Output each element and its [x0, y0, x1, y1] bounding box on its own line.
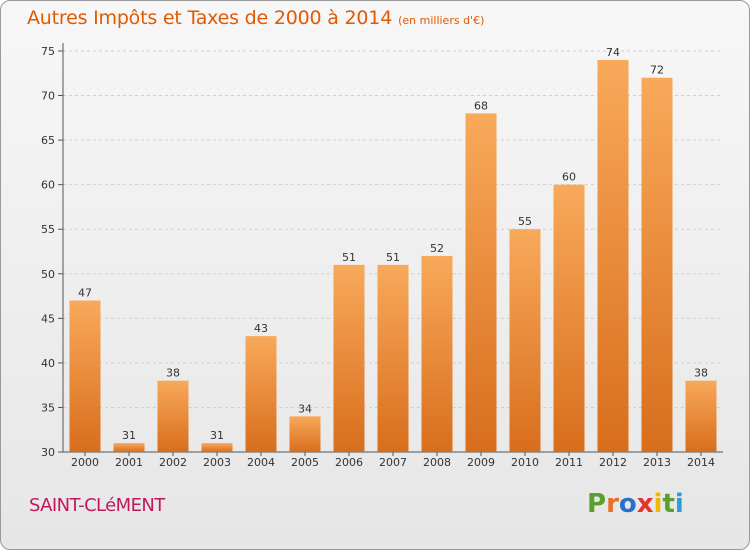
data-label: 31	[122, 429, 136, 442]
y-tick-label: 60	[41, 179, 55, 192]
y-tick-label: 70	[41, 90, 55, 103]
bar	[157, 380, 189, 452]
y-tick-label: 50	[41, 268, 55, 281]
bar	[333, 264, 365, 452]
x-tick-label: 2008	[423, 456, 451, 469]
data-label: 51	[386, 251, 400, 264]
data-label: 34	[298, 402, 312, 415]
data-label: 43	[254, 322, 268, 335]
x-tick-label: 2010	[511, 456, 539, 469]
y-tick-label: 55	[41, 223, 55, 236]
logo-letter: P	[587, 489, 607, 519]
y-tick-label: 35	[41, 401, 55, 414]
bar	[289, 416, 321, 452]
labels: 30 35 40 45 50 55 60 65 70 75 2000 47 2001 31 2002 38 20…	[41, 45, 715, 469]
logo-letter: o	[618, 489, 637, 519]
y-tick-label: 30	[41, 446, 55, 459]
x-tick-label: 2013	[643, 456, 671, 469]
chart-subtitle: (en milliers d'€)	[398, 14, 485, 27]
bar	[201, 443, 233, 452]
bar	[421, 255, 453, 452]
bars	[69, 59, 717, 453]
x-tick-label: 2007	[379, 456, 407, 469]
data-label: 52	[430, 242, 444, 255]
bar	[597, 59, 629, 453]
logo-letter: i	[653, 489, 663, 519]
bar	[245, 336, 277, 452]
y-tick-label: 45	[41, 312, 55, 325]
x-tick-label: 2009	[467, 456, 495, 469]
commune-name: SAINT-CLéMENT	[29, 495, 165, 516]
x-tick-label: 2004	[247, 456, 275, 469]
x-tick-label: 2006	[335, 456, 363, 469]
y-tick-label: 40	[41, 357, 55, 370]
bar	[685, 380, 717, 452]
data-label: 55	[518, 215, 532, 228]
logo-letter: x	[636, 489, 654, 519]
bar	[465, 113, 497, 452]
y-tick-label: 65	[41, 134, 55, 147]
logo-letter: i	[674, 489, 684, 519]
x-tick-label: 2012	[599, 456, 627, 469]
x-tick-label: 2005	[291, 456, 319, 469]
y-tick-label: 75	[41, 45, 55, 58]
bar	[509, 229, 541, 452]
data-label: 72	[650, 64, 664, 77]
x-tick-label: 2014	[687, 456, 715, 469]
data-label: 74	[606, 46, 620, 59]
data-label: 51	[342, 251, 356, 264]
bar	[113, 443, 145, 452]
data-label: 31	[210, 429, 224, 442]
proxiti-logo: Proxiti	[587, 489, 684, 519]
chart-title-text: Autres Impôts et Taxes de 2000 à 2014	[27, 7, 393, 29]
logo-letter: t	[662, 489, 675, 519]
data-label: 38	[694, 367, 708, 380]
bar	[69, 300, 101, 452]
x-tick-label: 2011	[555, 456, 583, 469]
x-tick-label: 2003	[203, 456, 231, 469]
bar	[641, 77, 673, 452]
data-label: 68	[474, 99, 488, 112]
data-label: 47	[78, 287, 92, 300]
bar	[553, 184, 585, 452]
x-tick-label: 2001	[115, 456, 143, 469]
chart-title: Autres Impôts et Taxes de 2000 à 2014 (en…	[27, 7, 484, 29]
x-tick-label: 2000	[71, 456, 99, 469]
data-label: 60	[562, 171, 576, 184]
bar	[377, 264, 409, 452]
data-label: 38	[166, 367, 180, 380]
x-tick-label: 2002	[159, 456, 187, 469]
logo-letter: r	[606, 489, 619, 519]
